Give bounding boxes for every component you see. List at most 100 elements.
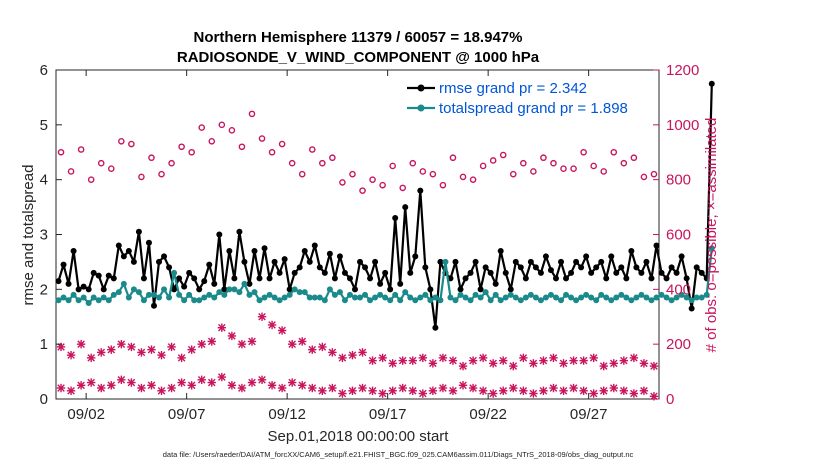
totalspread-point — [236, 289, 243, 296]
x-tick-label: 09/17 — [369, 406, 407, 423]
obs-assimilated-point — [177, 378, 186, 387]
obs-possible-point — [620, 159, 628, 167]
rmse-point — [166, 264, 173, 271]
totalspread-point — [266, 291, 273, 298]
obs-assimilated-point — [609, 359, 618, 368]
y-right-tick-label: 600 — [666, 227, 691, 244]
rmse-point — [90, 269, 97, 276]
rmse-point — [598, 258, 605, 265]
obs-assimilated-point — [107, 381, 116, 390]
totalspread-point — [377, 291, 384, 298]
obs-assimilated-point — [418, 353, 428, 363]
obs-assimilated-point — [187, 381, 196, 390]
obs-assimilated-point — [499, 356, 508, 365]
obs-assimilated-point — [257, 312, 267, 321]
obs-assimilated-point — [408, 386, 417, 395]
rmse-point — [171, 286, 178, 293]
obs-possible-point — [590, 162, 597, 170]
totalspread-point — [522, 294, 529, 301]
totalspread-point — [698, 294, 705, 301]
totalspread-point — [537, 297, 544, 304]
obs-assimilated-point — [599, 386, 608, 395]
obs-assimilated-point — [569, 356, 578, 365]
obs-assimilated-point — [348, 386, 357, 395]
obs-possible-point — [67, 168, 75, 175]
totalspread-point — [452, 297, 459, 304]
obs-assimilated-point — [338, 353, 347, 363]
rmse-point — [211, 280, 218, 287]
obs-possible-point — [158, 170, 165, 178]
obs-assimilated-point — [167, 383, 176, 393]
obs-possible-point — [128, 140, 135, 148]
rmse-point — [668, 264, 675, 271]
totalspread-point — [321, 297, 328, 304]
obs-assimilated-point — [629, 389, 639, 398]
totalspread-point — [648, 297, 655, 304]
rmse-point — [537, 269, 544, 276]
obs-assimilated-point — [358, 348, 367, 357]
obs-assimilated-point — [368, 356, 377, 365]
rmse-point — [236, 228, 243, 235]
totalspread-point — [688, 297, 695, 304]
totalspread-point — [166, 294, 173, 301]
rmse-point — [412, 253, 419, 260]
obs-assimilated-point — [217, 323, 227, 332]
obs-assimilated-point — [207, 337, 216, 346]
obs-assimilated-point — [458, 381, 468, 390]
obs-assimilated-point — [539, 386, 548, 395]
obs-assimilated-point — [76, 339, 86, 349]
obs-assimilated-point — [137, 383, 146, 393]
rmse-point — [628, 247, 635, 254]
obs-assimilated-point — [579, 386, 588, 395]
totalspread-point — [271, 294, 278, 301]
obs-assimilated-point — [287, 378, 297, 387]
totalspread-point — [412, 297, 419, 304]
totalspread-point — [387, 297, 394, 304]
obs-assimilated-point — [488, 389, 498, 398]
totalspread-point — [351, 294, 358, 301]
totalspread-point — [65, 297, 72, 304]
rmse-point — [512, 258, 519, 265]
rmse-point — [507, 286, 514, 293]
totalspread-point — [206, 291, 213, 298]
rmse-point — [382, 269, 389, 276]
obs-possible-point — [97, 159, 105, 167]
totalspread-point — [90, 294, 97, 301]
obs-assimilated-point — [589, 353, 598, 363]
rmse-point — [422, 264, 429, 271]
totalspread-point — [407, 294, 414, 301]
legend: rmse grand pr = 2.342 totalspread grand … — [403, 76, 655, 120]
obs-assimilated-point — [519, 386, 528, 395]
obs-assimilated-point — [328, 348, 337, 357]
totalspread-point — [633, 294, 640, 301]
rmse-point — [301, 247, 308, 254]
obs-possible-point — [349, 170, 356, 178]
obs-possible-point — [439, 181, 447, 189]
obs-possible-point — [389, 162, 396, 170]
rmse-point — [281, 256, 288, 263]
chart-subtitle: RADIOSONDE_V_WIND_COMPONENT @ 1000 hPa — [177, 49, 540, 66]
rmse-point — [638, 269, 645, 276]
totalspread-point — [256, 297, 263, 304]
totalspread-point — [402, 289, 409, 296]
obs-possible-point — [369, 176, 376, 183]
obs-assimilated-point — [428, 359, 438, 368]
obs-possible-point — [600, 168, 608, 175]
totalspread-point — [95, 297, 102, 304]
rmse-point — [663, 275, 670, 282]
obs-possible-point — [419, 168, 427, 175]
obs-assimilated-point — [207, 378, 216, 387]
totalspread-point — [105, 297, 112, 304]
rmse-point — [341, 269, 348, 276]
totalspread-point — [80, 294, 87, 301]
totalspread-point — [623, 294, 630, 301]
obs-assimilated-point — [298, 337, 307, 346]
rmse-point — [261, 245, 268, 252]
totalspread-point — [261, 294, 268, 301]
totalspread-point — [487, 297, 494, 304]
totalspread-point — [678, 291, 685, 298]
obs-possible-point — [248, 110, 256, 118]
obs-possible-point — [178, 143, 185, 151]
totalspread-point — [547, 291, 554, 298]
rmse-point — [693, 264, 700, 271]
